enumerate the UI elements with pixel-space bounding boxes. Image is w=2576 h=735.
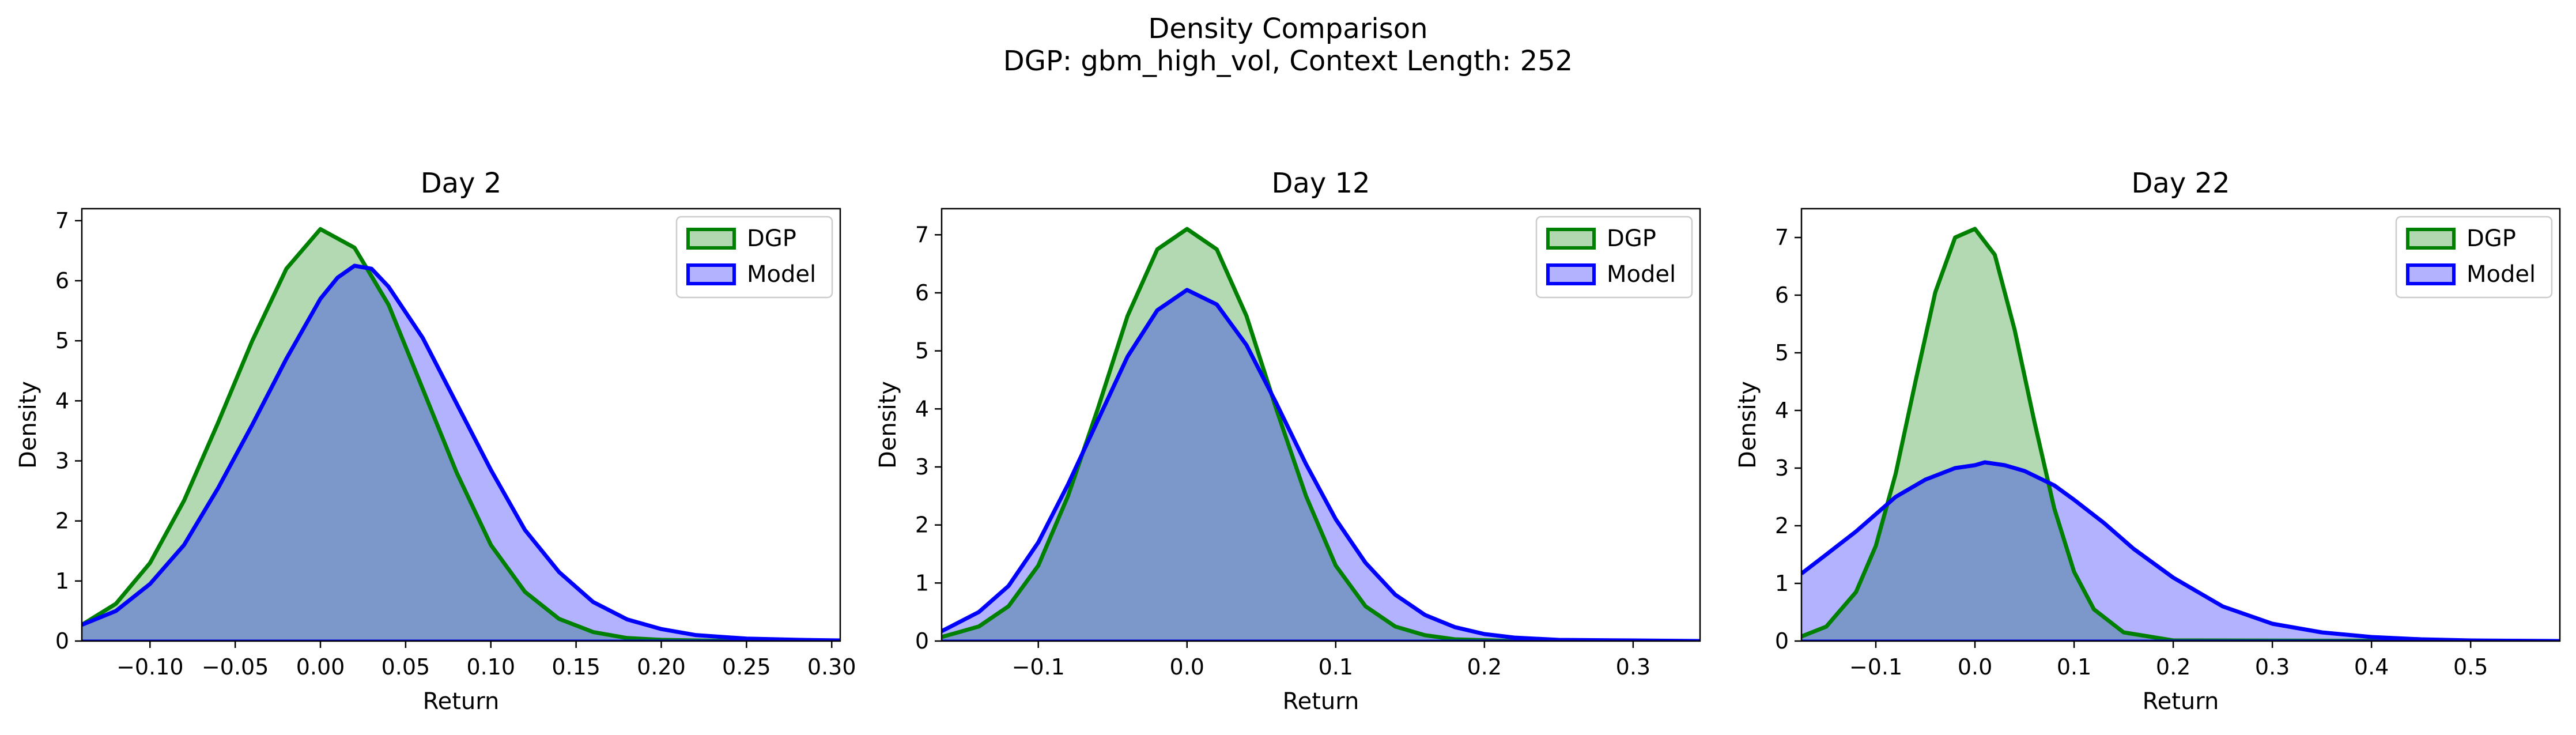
x-axis-label: Return: [1283, 688, 1359, 715]
dgp-density-area: [82, 229, 840, 641]
x-tick-label: 0.0: [1170, 654, 1204, 680]
axes-frame: [81, 208, 841, 642]
y-tick-label: 5: [1775, 340, 1789, 365]
y-tick-label: 0: [55, 628, 69, 654]
x-tick-label: 0.20: [637, 654, 686, 680]
subplot-grid: −0.10 −0.05 0.00 0.05 0.10 0.15 0.20 0.25 0.3001…: [15, 167, 2561, 715]
y-tick-label: 4: [1775, 398, 1789, 423]
y-tick-label: 6: [915, 280, 929, 306]
x-axis-label: Return: [423, 688, 500, 715]
x-tick-label: −0.10: [116, 654, 183, 680]
x-tick-label: 0.3: [2255, 654, 2290, 680]
legend-label-model: Model: [1607, 261, 1676, 288]
y-tick-label: 5: [915, 338, 929, 364]
legend: DGP Model: [675, 216, 833, 299]
legend-label-dgp: DGP: [2467, 225, 2516, 252]
model-density-line: [82, 263, 840, 641]
y-tick-label: 0: [915, 628, 929, 654]
y-tick-label: 5: [55, 328, 69, 353]
legend-swatch-dgp: [686, 228, 736, 250]
legend-label-model: Model: [747, 261, 816, 288]
plot-area: [1801, 227, 2560, 641]
x-tick-label: 0.1: [2057, 654, 2091, 680]
y-axis-label: Density: [1735, 381, 1761, 469]
dgp-density-area: [1801, 229, 2560, 641]
plot-area: [942, 227, 1700, 641]
legend-swatch-model: [2406, 263, 2456, 285]
x-tick-label: 0.25: [722, 654, 771, 680]
figure-title-line1: Density Comparison: [1148, 13, 1427, 45]
legend-label-dgp: DGP: [1607, 225, 1656, 252]
dgp-density-line: [1801, 227, 2560, 641]
y-axis-label: Density: [15, 381, 41, 469]
dgp-density-line: [942, 227, 1700, 641]
model-density-line: [1801, 460, 2560, 641]
y-tick-label: 1: [1775, 571, 1789, 596]
x-tick-label: 0.2: [1467, 654, 1502, 680]
legend-label-model: Model: [2467, 261, 2536, 288]
y-tick-label: 6: [55, 268, 69, 293]
subplot-3: −0.1 0.0 0.1 0.2 0.3 0.4 0.5 0 1 2 3 4 5 6 7 Day 22 Retu…: [1735, 167, 2561, 715]
x-tick-label: 0.0: [1958, 654, 1992, 680]
y-tick-label: 7: [1775, 225, 1789, 250]
x-tick-label: −0.1: [1012, 654, 1065, 680]
y-tick-label: 3: [55, 448, 69, 474]
legend-swatch-dgp: [1546, 228, 1596, 250]
model-density-area: [942, 289, 1700, 641]
y-tick-label: 4: [915, 396, 929, 421]
subplot-title: Day 2: [421, 167, 502, 199]
y-tick-label: 2: [915, 512, 929, 538]
y-tick-label: 0: [1775, 628, 1789, 654]
x-axis-label: Return: [2143, 688, 2219, 715]
x-tick-label: −0.05: [202, 654, 269, 680]
y-tick-label: 7: [915, 222, 929, 247]
x-tick-label: 0.05: [382, 654, 430, 680]
subplot-1: −0.10 −0.05 0.00 0.05 0.10 0.15 0.20 0.25 0.30 0 1…: [15, 167, 856, 715]
y-tick-label: 2: [55, 508, 69, 534]
legend-swatch-model: [1546, 263, 1596, 285]
x-tick-label: 0.00: [296, 654, 345, 680]
x-tick-label: 0.3: [1616, 654, 1650, 680]
plot-area: [82, 227, 840, 641]
y-tick-label: 3: [1775, 455, 1789, 481]
model-density-area: [1801, 462, 2560, 641]
y-tick-label: 4: [55, 388, 69, 413]
y-tick-label: 2: [1775, 513, 1789, 538]
y-axis-label: Density: [875, 381, 901, 469]
x-tick-label: 0.2: [2156, 654, 2190, 680]
legend-swatch-dgp: [2406, 228, 2456, 250]
y-tick-label: 7: [55, 208, 69, 233]
legend-label-dgp: DGP: [747, 225, 796, 252]
model-density-area: [82, 266, 840, 641]
y-tick-label: 1: [55, 568, 69, 594]
dgp-density-area: [942, 229, 1700, 641]
x-tick-label: 0.1: [1319, 654, 1353, 680]
axes-frame: [940, 208, 1701, 642]
y-tick-label: 1: [915, 570, 929, 595]
x-tick-label: 0.30: [807, 654, 856, 680]
legend: DGP Model: [1535, 216, 1693, 299]
axes-frame: [1800, 208, 2561, 642]
legend: DGP Model: [2395, 216, 2553, 299]
x-tick-label: 0.10: [466, 654, 515, 680]
figure-title-line2: DGP: gbm_high_vol, Context Length: 252: [1003, 45, 1573, 77]
dgp-density-line: [82, 227, 840, 641]
y-tick-label: 6: [1775, 282, 1789, 308]
x-tick-label: 0.15: [552, 654, 600, 680]
legend-swatch-model: [686, 263, 736, 285]
y-tick-label: 3: [915, 454, 929, 480]
subplot-title: Day 12: [1271, 167, 1370, 199]
model-density-line: [942, 288, 1700, 641]
x-tick-label: 0.5: [2453, 654, 2488, 680]
subplot-2: −0.1 0.0 0.1 0.2 0.3 0 1 2 3 4 5 6 7 Day 12 Return Dens…: [875, 167, 1701, 715]
x-tick-label: −0.1: [1849, 654, 1902, 680]
subplot-title: Day 22: [2131, 167, 2230, 199]
x-tick-label: 0.4: [2354, 654, 2389, 680]
